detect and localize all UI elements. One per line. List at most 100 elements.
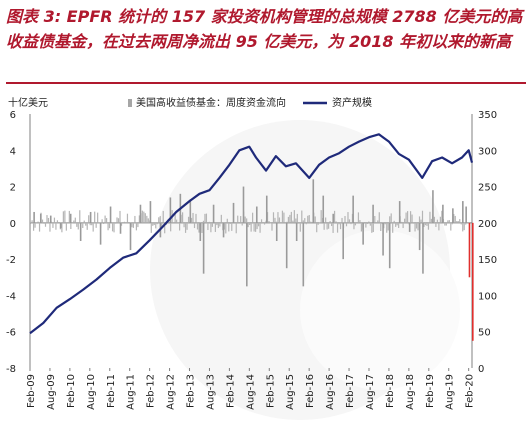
right-tick-label: 50 <box>478 328 491 339</box>
flow-bar-minor <box>225 222 227 234</box>
legend-bar-swatch <box>128 99 132 107</box>
flow-bar-minor <box>156 222 158 225</box>
flow-bar-minor <box>307 215 309 223</box>
flow-bar-minor <box>420 219 422 223</box>
flow-bar-minor <box>162 210 164 223</box>
flow-bar-minor <box>58 221 60 223</box>
flow-bar-minor <box>453 213 455 223</box>
flow-bar <box>99 222 102 245</box>
flow-bar-minor <box>138 215 140 223</box>
flow-bar-minor <box>32 222 35 231</box>
title-underline <box>6 82 526 84</box>
flow-bar-minor <box>372 222 374 233</box>
left-tick-label: -2 <box>6 255 16 266</box>
flow-bar-minor <box>305 222 307 225</box>
flow-bar-minor <box>427 222 430 230</box>
flow-bar-minor <box>249 222 251 225</box>
flow-bar-minor <box>333 210 336 223</box>
flow-bar-minor <box>441 210 443 223</box>
flow-bar-minor <box>38 222 41 232</box>
flow-bar-minor <box>423 222 425 227</box>
left-tick-label: -6 <box>6 328 16 339</box>
flow-bar-minor <box>389 216 391 223</box>
flow-bar-minor <box>210 222 212 233</box>
left-tick-label: 0 <box>10 219 16 230</box>
flow-bar-minor <box>257 222 260 227</box>
flow-bar-minor <box>135 222 137 231</box>
flow-bar-minor <box>193 222 196 229</box>
x-tick-label: Feb-14 <box>225 374 236 408</box>
flow-bar <box>382 222 384 256</box>
flow-bar-minor <box>97 212 99 223</box>
flow-bar <box>295 222 298 241</box>
flow-bar <box>199 222 202 241</box>
flow-bar-minor <box>366 222 368 224</box>
flow-bar-minor <box>268 221 270 223</box>
flow-bar-minor <box>31 220 33 223</box>
flow-bar-minor <box>41 219 44 223</box>
flow-bar-minor <box>395 222 397 227</box>
x-tick-label: Aug-09 <box>46 374 57 410</box>
left-tick-label: 6 <box>10 110 16 121</box>
flow-bar <box>129 222 132 251</box>
flow-bar-minor <box>256 222 258 230</box>
flow-bar-minor <box>214 222 216 232</box>
x-tick-label: Aug-14 <box>245 374 256 410</box>
flow-bar-minor <box>164 222 166 234</box>
flow-bar-minor <box>328 222 330 229</box>
flow-bar-minor <box>462 222 464 232</box>
flow-bar-minor <box>386 222 388 233</box>
right-tick-label: 150 <box>478 255 497 266</box>
flow-bar-minor <box>161 222 163 228</box>
flow-bar-minor <box>412 222 415 224</box>
flow-bar-minor <box>220 214 222 223</box>
flow-bar-minor <box>295 218 297 223</box>
left-tick-label: -4 <box>6 291 16 302</box>
flow-bar <box>202 222 205 274</box>
flow-bar-minor <box>371 222 373 233</box>
flow-bar <box>109 206 112 223</box>
flow-bar <box>372 204 374 223</box>
x-tick-label: Aug-15 <box>285 374 296 410</box>
flow-bar-minor <box>120 222 123 226</box>
flow-bar-minor <box>316 222 318 233</box>
flow-bar-minor <box>202 220 205 223</box>
flow-bar-minor <box>47 217 50 223</box>
flow-bar-minor <box>332 222 334 233</box>
flow-bar <box>246 222 248 287</box>
flow-bar-minor <box>415 222 418 229</box>
flow-bar-minor <box>269 222 272 224</box>
flow-bar-minor <box>302 220 304 223</box>
flow-bar-minor <box>323 222 325 230</box>
left-tick-label: -8 <box>6 364 16 375</box>
flow-bar-minor <box>348 219 351 223</box>
x-tick-label: Feb-16 <box>305 374 316 408</box>
flow-bar-minor <box>454 215 456 223</box>
flow-bar-minor <box>62 211 64 223</box>
right-tick-label: 250 <box>478 183 497 194</box>
flow-bar-minor <box>95 222 97 228</box>
flow-bar <box>418 222 421 251</box>
flow-bar-minor <box>71 222 73 224</box>
flow-bar-minor <box>255 222 257 232</box>
flow-bar-minor <box>159 216 161 223</box>
flow-bar-minor <box>89 222 91 226</box>
flow-bar-minor <box>381 222 383 224</box>
flow-bar-minor <box>65 222 67 231</box>
flow-bar-minor <box>336 222 339 233</box>
flow-bar-minor <box>320 210 322 223</box>
flow-bar-minor <box>61 222 63 233</box>
flow-bar-minor <box>79 210 81 223</box>
flow-bar-minor <box>463 222 465 231</box>
flow-bar <box>422 222 424 274</box>
right-tick-label: 200 <box>478 219 497 230</box>
flow-bar-minor <box>405 212 407 223</box>
flow-bar-minor <box>396 222 398 226</box>
flow-bar-minor <box>226 218 228 223</box>
flow-bar-minor <box>94 211 96 223</box>
flow-bar-minor <box>46 215 48 223</box>
flow-bar-minor <box>64 210 66 223</box>
flow-bar-minor <box>113 222 115 233</box>
flow-bar-minor <box>299 222 301 232</box>
